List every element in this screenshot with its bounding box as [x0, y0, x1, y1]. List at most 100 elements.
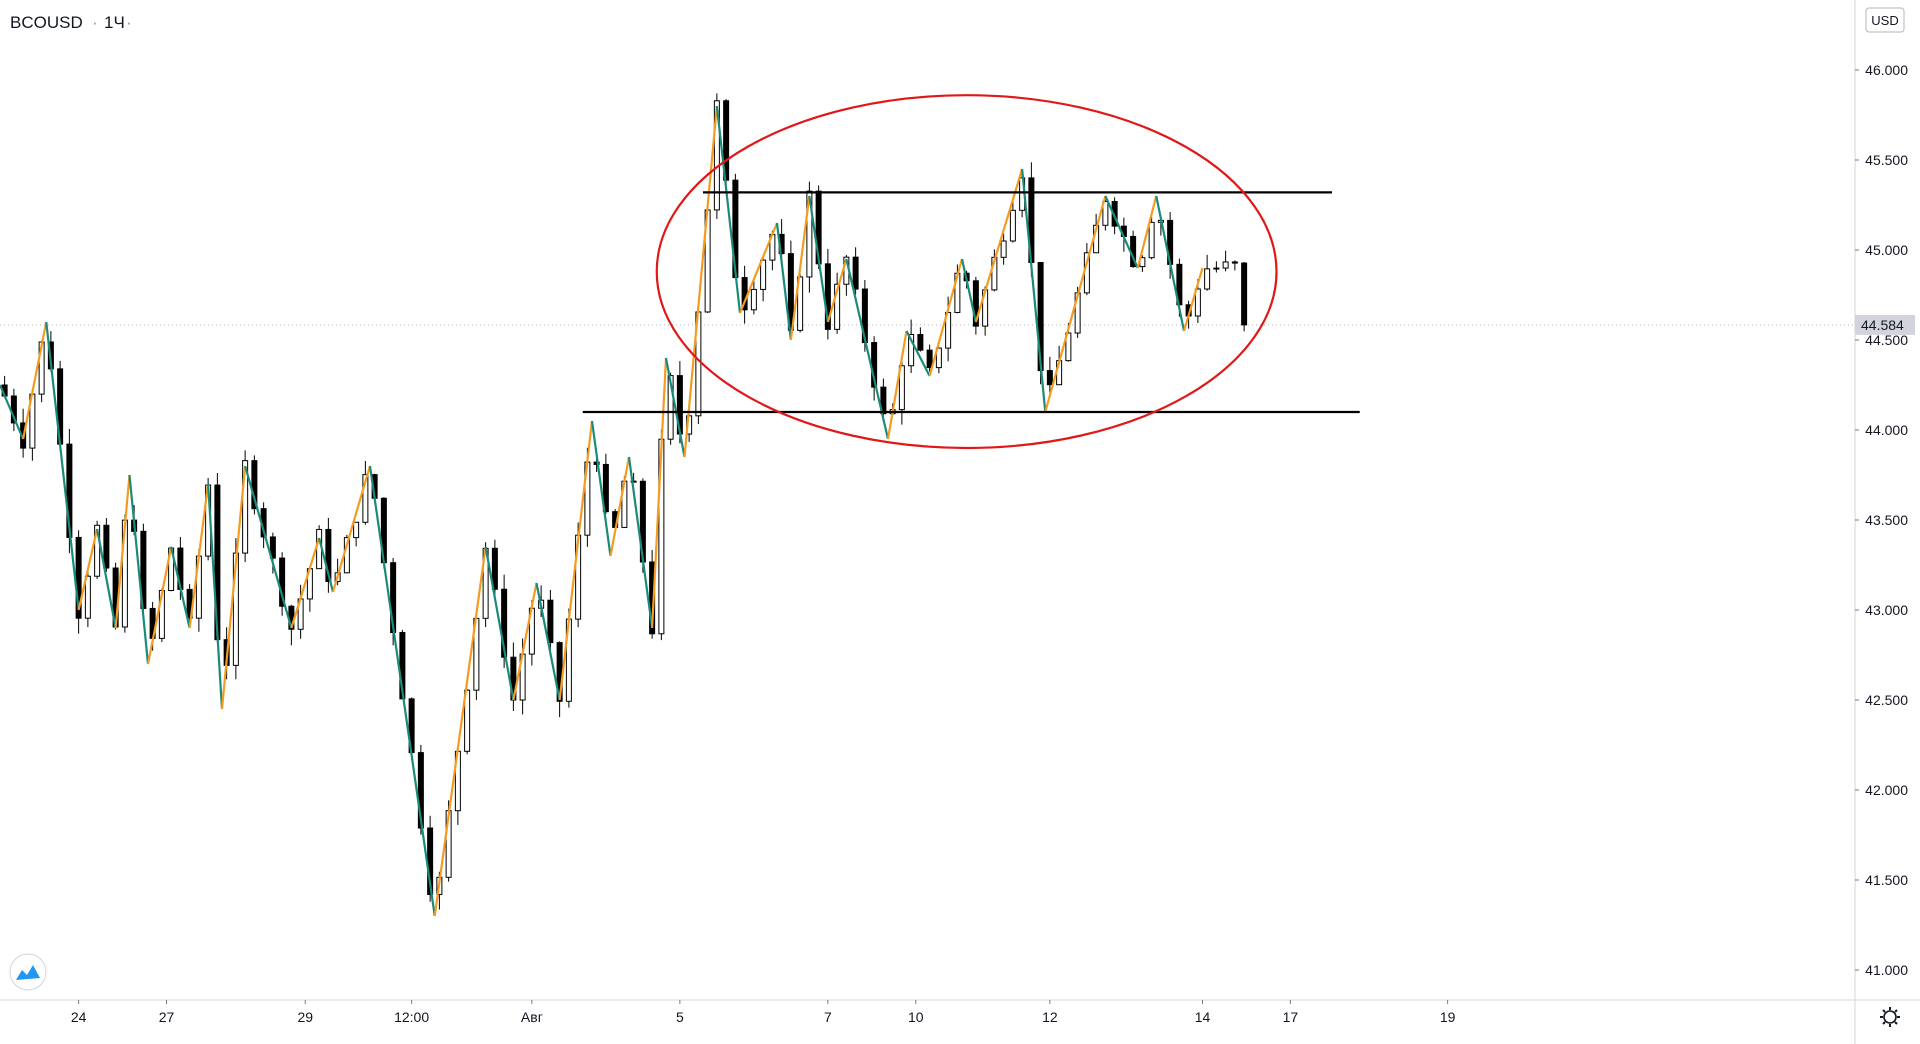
candle-body — [1231, 261, 1238, 264]
zigzag-segment — [22, 321, 48, 440]
zigzag-segment — [775, 222, 792, 341]
y-tick-label: 43.000 — [1865, 602, 1908, 618]
candle-body — [1222, 261, 1229, 269]
candle-body — [797, 276, 804, 331]
y-tick-label: 46.000 — [1865, 62, 1908, 78]
candle-body — [464, 689, 471, 752]
zigzag-segment — [244, 465, 293, 629]
y-tick-label: 42.000 — [1865, 782, 1908, 798]
x-tick-label: 19 — [1440, 1009, 1456, 1025]
x-tick-label: 5 — [676, 1009, 684, 1025]
y-tick-label: 44.500 — [1865, 332, 1908, 348]
candle-body — [1046, 370, 1053, 386]
candle-body — [353, 521, 360, 539]
y-tick-label: 43.500 — [1865, 512, 1908, 528]
zigzag-segment — [738, 222, 779, 314]
zigzag-segment — [290, 537, 321, 629]
candle-body — [972, 280, 979, 327]
time-axis[interactable]: 24 27 29 12:00 Авг 5 7 10 12 14 17 19 — [71, 1000, 1456, 1025]
currency-badge[interactable]: USD — [1865, 7, 1905, 33]
zigzag-segment — [128, 474, 150, 665]
zigzag-segment — [683, 105, 718, 458]
x-tick-label: 14 — [1195, 1009, 1211, 1025]
y-tick-label: 41.500 — [1865, 872, 1908, 888]
x-tick-label: 24 — [71, 1009, 87, 1025]
zigzag-segment — [1136, 195, 1158, 269]
x-tick-label: Авг — [521, 1009, 543, 1025]
y-tick-label: 42.500 — [1865, 692, 1908, 708]
candle-body — [1009, 209, 1016, 242]
candle-body — [852, 256, 859, 290]
gear-icon[interactable] — [1880, 1007, 1900, 1027]
price-axis[interactable]: 41.000 41.500 42.000 42.500 43.000 43.500 44.0… — [1855, 62, 1908, 978]
candle-body — [917, 334, 924, 351]
zigzag-segment — [715, 105, 742, 314]
candle-body — [510, 656, 517, 701]
candle-body — [1000, 240, 1007, 258]
candle-body — [94, 524, 101, 577]
x-tick-label: 27 — [159, 1009, 175, 1025]
candle-body — [325, 528, 332, 582]
candle-body — [251, 460, 258, 510]
candle-body — [501, 588, 508, 658]
zigzag-segment — [905, 330, 931, 377]
candle-body — [269, 536, 276, 559]
x-tick-label: 29 — [297, 1009, 313, 1025]
zigzag-segment — [789, 195, 811, 341]
zigzag-segment — [170, 546, 191, 629]
zigzag-segment — [220, 465, 247, 710]
candle-body — [362, 474, 369, 523]
candle-body — [1065, 332, 1072, 362]
zigzag-segment — [318, 537, 335, 593]
candle-body — [630, 480, 637, 483]
zigzag-segment — [1182, 267, 1204, 332]
zigzag-segment — [845, 258, 890, 440]
candle-body — [491, 547, 498, 590]
candle-body — [84, 575, 91, 619]
interval-label[interactable]: 1Ч — [104, 13, 125, 32]
x-tick-label: 10 — [908, 1009, 924, 1025]
candle-body — [417, 752, 424, 829]
title-separator: · — [92, 13, 98, 32]
zigzag-segment — [188, 483, 210, 629]
zigzag-segment — [1104, 195, 1139, 269]
y-tick-label: 45.500 — [1865, 152, 1908, 168]
zigzag-segment — [651, 357, 668, 629]
candle-body — [898, 365, 905, 411]
candle-body — [279, 557, 286, 607]
drawings-layer — [582, 94, 1360, 450]
candle-body — [806, 190, 813, 278]
x-tick-label: 12 — [1042, 1009, 1058, 1025]
y-tick-label: 45.000 — [1865, 242, 1908, 258]
candle-body — [908, 334, 915, 367]
zigzag-segment — [928, 258, 964, 377]
y-tick-label: 41.000 — [1865, 962, 1908, 978]
zigzag-layer — [0, 105, 1204, 917]
title-dot: · — [126, 13, 132, 32]
candle-body — [1204, 268, 1211, 290]
currency-label: USD — [1871, 13, 1898, 28]
candle-body — [667, 375, 674, 440]
candle-body — [713, 100, 720, 211]
zigzag-segment — [1044, 195, 1107, 413]
candle-body — [1194, 288, 1201, 317]
candle-body — [399, 632, 406, 700]
y-tick-label: 44.000 — [1865, 422, 1908, 438]
zigzag-segment — [974, 168, 1024, 323]
x-tick-label: 17 — [1283, 1009, 1299, 1025]
zigzag-segment — [1155, 195, 1186, 332]
candle-body — [750, 288, 757, 311]
candle-body — [824, 263, 831, 330]
candle-body — [935, 347, 942, 369]
zigzag-segment — [535, 582, 561, 701]
x-tick-label: 12:00 — [394, 1009, 429, 1025]
candle-body — [1111, 201, 1118, 227]
candle-body — [880, 386, 887, 415]
tradingview-logo[interactable] — [9, 953, 47, 991]
candles-layer — [1, 93, 1248, 910]
candle-body — [1241, 262, 1248, 326]
zigzag-segment — [512, 582, 538, 701]
candle-body — [242, 460, 249, 554]
